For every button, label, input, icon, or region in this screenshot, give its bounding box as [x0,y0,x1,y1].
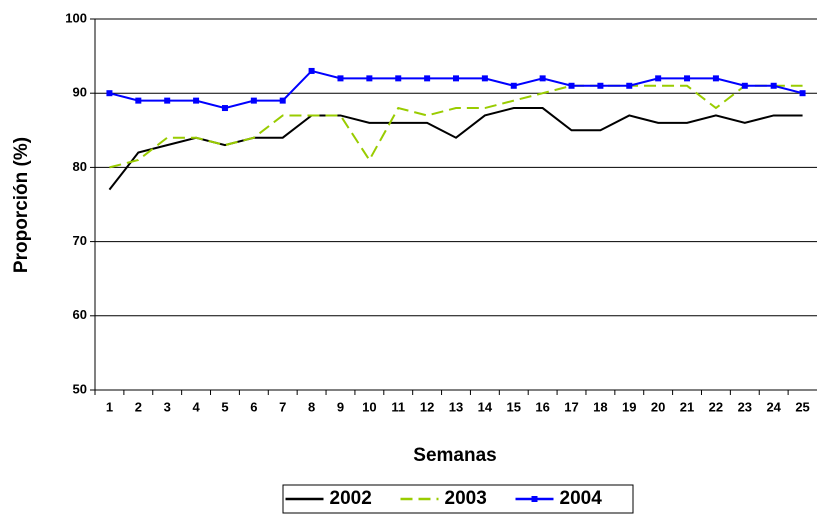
point [481,75,488,82]
point [106,90,113,97]
legend-marker [531,496,538,502]
series-line [108,107,803,191]
point [510,82,517,89]
x-tick-label: 18 [593,399,607,414]
point [366,75,373,82]
x-tick-label: 4 [192,399,200,414]
point [193,97,200,104]
point [799,90,806,97]
legend-label: 2002 [330,488,372,509]
y-tick-label: 50 [73,381,87,396]
point [741,82,748,89]
x-tick-label: 8 [308,399,315,414]
x-tick-label: 13 [449,399,463,414]
point [453,75,459,82]
x-tick-label: 9 [337,399,344,414]
point [250,97,257,104]
x-tick-label: 24 [766,399,781,414]
x-tick-label: 10 [362,399,376,414]
series-line [109,84,803,169]
x-tick-label: 15 [507,399,521,414]
point [135,97,142,104]
x-tick-label: 19 [622,399,636,414]
point [279,97,286,104]
x-tick-label: 1 [106,399,113,414]
y-axis-title: Proporción (%) [11,137,32,273]
x-tick-label: 17 [564,399,578,414]
x-tick-label: 20 [651,399,665,414]
legend-box [282,484,634,514]
x-tick-label: 14 [478,399,493,414]
point [395,75,402,82]
point [337,75,344,82]
y-tick-label: 70 [73,233,87,248]
y-tick-label: 80 [73,159,87,174]
point [712,75,719,82]
x-tick-label: 22 [709,399,723,414]
point [424,75,431,82]
point [655,75,662,82]
x-tick-label: 21 [680,399,694,414]
y-tick-label: 100 [65,10,87,25]
x-tick-label: 25 [795,399,809,414]
x-tick-label: 16 [535,399,549,414]
x-tick-label: 7 [279,399,286,414]
legend-label: 2004 [560,488,603,509]
legend-label: 2003 [445,488,487,509]
x-tick-label: 2 [135,399,142,414]
point [308,67,315,74]
point [568,82,575,89]
point [221,105,228,112]
x-tick-label: 6 [250,399,257,414]
x-tick-label: 5 [221,399,228,414]
point [626,82,633,89]
point [684,75,691,82]
y-tick-label: 60 [73,307,87,322]
point [597,82,604,89]
point [539,75,546,82]
x-tick-label: 12 [420,399,434,414]
y-tick-label: 90 [73,85,87,100]
x-axis-title: Semanas [413,445,496,466]
x-tick-label: 23 [738,399,752,414]
x-tick-label: 11 [391,399,405,414]
point [770,82,777,89]
point [164,97,171,104]
x-tick-label: 3 [164,399,171,414]
